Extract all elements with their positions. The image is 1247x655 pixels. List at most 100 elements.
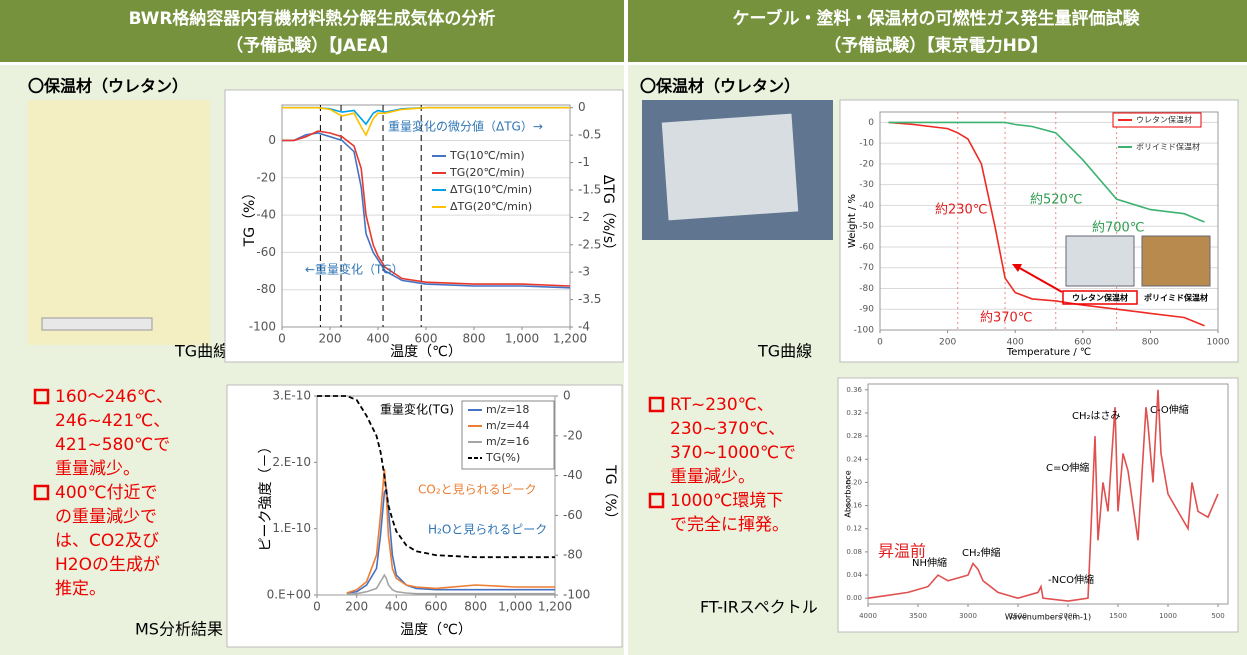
y-tick-label: 0.08 (846, 548, 862, 556)
chart-area (224, 89, 624, 363)
inset-label: ウレタン保温材 (1072, 293, 1128, 303)
y2-tick-label: -80 (563, 548, 583, 562)
bullet-text: 重量減少。 (670, 467, 755, 487)
annotation: 約520℃ (1030, 193, 1082, 208)
series-line (317, 395, 555, 559)
y-tick-label: 0.20 (846, 478, 862, 486)
bullet-text: 246~421℃、 (55, 411, 170, 431)
annotation: 昇温前 (878, 542, 926, 561)
caption: TG曲線 (757, 342, 812, 361)
ruler (41, 317, 153, 331)
y-tick-label: -90 (859, 305, 874, 315)
bullet-text: 160～246℃、 (55, 387, 173, 407)
bullet-text: H2Oの生成が (55, 555, 160, 575)
series-line (888, 121, 1205, 223)
x-tick-label: 2500 (1009, 612, 1027, 620)
y-axis-label: Absorbance (844, 470, 853, 517)
y-tick-label: -60 (859, 242, 874, 252)
series-line (282, 106, 570, 137)
annotation: 重量変化(TG) (380, 402, 454, 417)
header-title: BWR格納容器内有機材料熱分解生成気体の分析 (129, 8, 496, 29)
x-tick-label: 0 (313, 600, 321, 614)
legend-label: m/z=44 (486, 419, 529, 432)
series-line (346, 486, 555, 594)
y-tick-label: 0.36 (846, 386, 862, 394)
x-tick-label: 600 (1074, 338, 1091, 348)
x-tick-label: 200 (939, 338, 956, 348)
legend-label: ポリイミド保温材 (1136, 142, 1200, 152)
y-tick-label: -100 (249, 320, 276, 334)
chart-area (837, 377, 1239, 633)
x-tick-label: 3500 (909, 612, 927, 620)
x-tick-label: 2000 (1059, 612, 1077, 620)
y2-tick-label: -100 (563, 588, 590, 602)
y2-tick-label: -3.5 (578, 292, 601, 306)
arrow-head (1012, 264, 1022, 272)
caption: FT-IRスペクトル (700, 598, 818, 617)
annotation: C=O伸縮 (1046, 461, 1089, 474)
x-tick-label: 1,000 (498, 600, 532, 614)
x-tick-label: 800 (464, 600, 487, 614)
legend-label: m/z=18 (486, 403, 529, 416)
y2-tick-label: -2.5 (578, 237, 601, 251)
annotation: CO₂と見られるピーク (418, 483, 537, 497)
bullet-text: で完全に揮発。 (670, 515, 789, 535)
bullet-text: 400℃付近で (55, 483, 158, 503)
annotation: NH伸縮 (912, 556, 947, 569)
y-axis-label: Weight / % (847, 194, 858, 248)
y-tick-label: -60 (256, 245, 276, 259)
annotation: 約700℃ (1092, 221, 1144, 236)
bullet-text: 重量減少。 (55, 459, 140, 479)
legend-label: ウレタン保温材 (1136, 115, 1192, 125)
y-tick-label: -100 (854, 326, 875, 336)
plot-frame (879, 111, 1219, 331)
y2-axis-label: ΔTG（%/s） (600, 175, 616, 257)
y-tick-label: 1.E-10 (272, 521, 311, 535)
annotation: 約230℃ (935, 203, 987, 218)
y2-tick-label: -1 (578, 155, 590, 169)
divider (624, 0, 628, 655)
x-tick-label: 0 (278, 332, 286, 346)
y-tick-label: 0.12 (846, 525, 862, 533)
y-tick-label: -20 (256, 170, 276, 184)
plot-frame (281, 104, 571, 328)
x-axis-label: Temperature / ℃ (1006, 347, 1091, 358)
y-tick-label: 0 (268, 133, 276, 147)
header-title: （予備試験）【JAEA】 (226, 35, 398, 56)
y-tick-label: 0.28 (846, 432, 862, 440)
x-axis-label: Wavenumbers (cm-1) (1005, 613, 1091, 622)
plot-frame (316, 395, 556, 596)
y-tick-label: 0 (868, 118, 874, 128)
y2-tick-label: -1.5 (578, 182, 601, 196)
y2-tick-label: -3 (578, 265, 590, 279)
chart-area (839, 99, 1239, 363)
bullet-text: の重量減少で (55, 507, 157, 527)
legend-label: m/z=16 (486, 435, 529, 448)
x-axis-label: 温度（℃） (400, 622, 472, 638)
y-axis-label: ピーク強度（－） (258, 440, 274, 552)
x-tick-label: 600 (415, 332, 438, 346)
y-tick-label: 2.E-10 (272, 455, 311, 469)
arrow (1015, 265, 1063, 293)
annotation: CH₂伸縮 (962, 546, 1001, 559)
annotation: 約370℃ (980, 311, 1032, 326)
header-title: ケーブル・塗料・保温材の可燃性ガス発生量評価試験 (733, 8, 1141, 29)
inset-label: ポリイミド保温材 (1144, 293, 1208, 303)
annotation: -NCO伸縮 (1048, 573, 1094, 586)
inset-photo (1065, 235, 1135, 287)
x-tick-label: 200 (345, 600, 368, 614)
x-tick-label: 1,000 (505, 332, 539, 346)
bullet-text: 推定。 (55, 579, 106, 599)
material-label: 〇保温材（ウレタン） (28, 77, 188, 96)
legend-label: TG(%) (485, 451, 520, 464)
y-tick-label: -40 (256, 208, 276, 222)
bullet-marker (33, 484, 50, 501)
x-tick-label: 800 (463, 332, 486, 346)
legend-label: TG(20℃/min) (449, 166, 525, 179)
plot-frame (867, 383, 1229, 605)
divider (0, 62, 1247, 65)
y2-tick-label: -0.5 (578, 128, 601, 142)
bullet-marker (648, 396, 665, 413)
legend-frame (1112, 112, 1202, 128)
